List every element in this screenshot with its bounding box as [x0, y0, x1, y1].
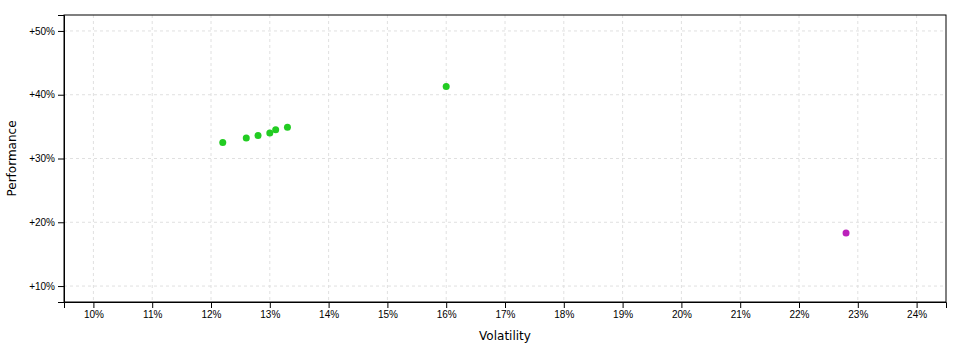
- tick-mark: [740, 302, 741, 308]
- axis-line: [65, 303, 947, 309]
- tick: 18%: [554, 302, 574, 320]
- point: [443, 83, 450, 90]
- tick: 21%: [731, 302, 751, 320]
- grid-line: [64, 30, 946, 31]
- tick-label: 12%: [201, 309, 221, 320]
- tick: 17%: [495, 302, 515, 320]
- x-axis-title: Volatility: [479, 329, 531, 343]
- tick-mark: [564, 302, 565, 308]
- point: [843, 230, 850, 237]
- point: [266, 129, 273, 136]
- tick-label: +30%: [29, 153, 55, 164]
- tick-label: 19%: [613, 309, 633, 320]
- points: [219, 83, 849, 237]
- point: [284, 124, 291, 131]
- tick: 11%: [143, 302, 162, 320]
- tick-label: 13%: [260, 309, 280, 320]
- tick-mark: [387, 302, 388, 308]
- plot: 10% 11% 12% 13% 14% 15% 16% 17% 18% 19% 20% 21% 22% 2…: [5, 15, 947, 343]
- grid-line: [64, 94, 946, 95]
- series: [843, 230, 850, 237]
- grid-line: [387, 15, 388, 302]
- tick-mark: [917, 302, 918, 308]
- grid-line: [446, 15, 447, 302]
- grid-line: [64, 222, 946, 223]
- grid: [64, 15, 946, 302]
- chart: 10% 11% 12% 13% 14% 15% 16% 17% 18% 19% 20% 21% 22% 2…: [0, 0, 966, 350]
- tick: 23%: [848, 302, 868, 320]
- tick-label: 23%: [848, 309, 868, 320]
- tick-label: 17%: [495, 309, 515, 320]
- tick: 20%: [672, 302, 692, 320]
- tick: 12%: [201, 302, 221, 320]
- tick: +10%: [29, 281, 64, 292]
- tick-mark: [58, 159, 64, 160]
- point: [219, 139, 226, 146]
- tick-label: +20%: [29, 217, 55, 228]
- grid-line: [152, 15, 153, 302]
- tick-label: 22%: [789, 309, 809, 320]
- point: [243, 135, 250, 142]
- tick-mark: [329, 302, 330, 308]
- tick-label: 14%: [319, 309, 339, 320]
- grid-line: [740, 15, 741, 302]
- grid-line: [93, 15, 94, 302]
- tick-label: 24%: [907, 309, 927, 320]
- tick-mark: [799, 302, 800, 308]
- x-axis: 10% 11% 12% 13% 14% 15% 16% 17% 18% 19% 20% 21% 22% 2…: [65, 302, 947, 320]
- tick-label: 15%: [378, 309, 398, 320]
- grid-line: [681, 15, 682, 302]
- tick-mark: [681, 302, 682, 308]
- tick: 16%: [437, 302, 457, 320]
- point: [255, 132, 262, 139]
- tick: 13%: [260, 302, 280, 320]
- tick-label: 10%: [84, 309, 104, 320]
- grid-line: [64, 158, 946, 159]
- tick: +50%: [29, 26, 64, 37]
- tick: 10%: [84, 302, 104, 320]
- tick: 15%: [378, 302, 398, 320]
- tick: 24%: [907, 302, 927, 320]
- series: [219, 83, 449, 146]
- y-axis-title: Performance: [5, 120, 19, 196]
- tick-label: 21%: [731, 309, 751, 320]
- tick-label: 18%: [554, 309, 574, 320]
- tick-mark: [58, 222, 64, 223]
- y-axis: +10% +20% +30% +40% +50%: [29, 16, 64, 303]
- tick-label: 11%: [143, 309, 162, 320]
- point: [272, 126, 279, 133]
- tick-mark: [446, 302, 447, 308]
- tick: +20%: [29, 217, 64, 228]
- tick-mark: [93, 302, 94, 308]
- tick-label: 16%: [437, 309, 457, 320]
- tick-mark: [58, 95, 64, 96]
- tick-mark: [505, 302, 506, 308]
- tick-mark: [211, 302, 212, 308]
- tick-label: +10%: [29, 281, 55, 292]
- tick-label: +40%: [29, 89, 55, 100]
- tick-mark: [58, 31, 64, 32]
- grid-line: [64, 286, 946, 287]
- tick-label: +50%: [29, 26, 55, 37]
- tick: 22%: [789, 302, 809, 320]
- plot-frame: [64, 15, 946, 302]
- tick: 14%: [319, 302, 339, 320]
- tick-mark: [270, 302, 271, 308]
- tick-label: 20%: [672, 309, 692, 320]
- tick-mark: [152, 302, 153, 308]
- tick-mark: [858, 302, 859, 308]
- tick-mark: [58, 286, 64, 287]
- tick: +40%: [29, 89, 64, 100]
- tick: 19%: [613, 302, 633, 320]
- tick-mark: [623, 302, 624, 308]
- axis-line: [58, 16, 65, 303]
- tick: +30%: [29, 153, 64, 164]
